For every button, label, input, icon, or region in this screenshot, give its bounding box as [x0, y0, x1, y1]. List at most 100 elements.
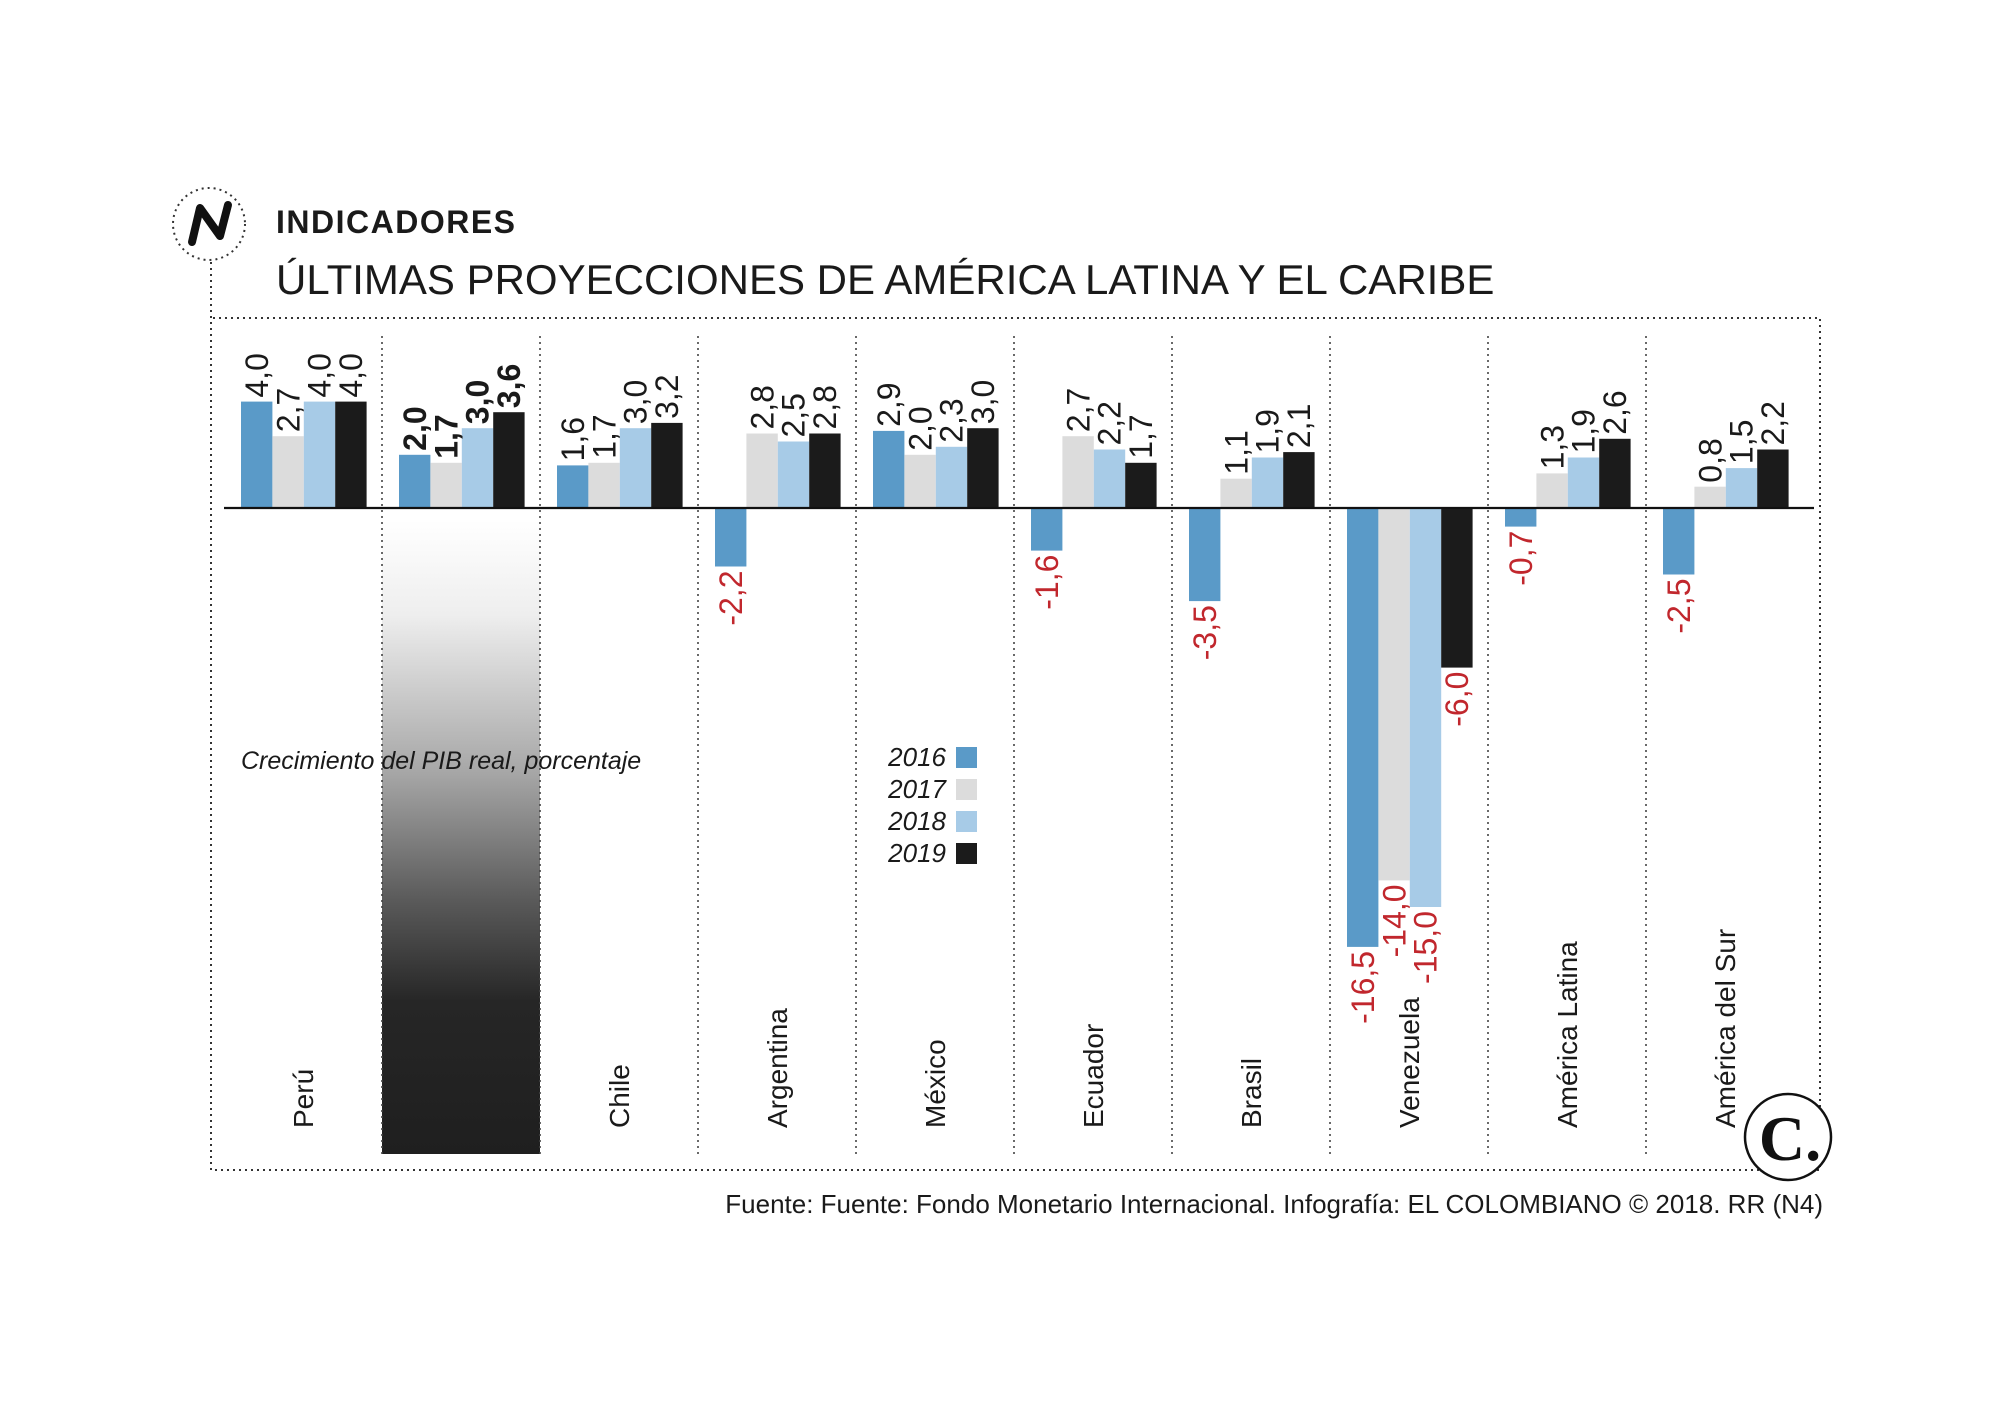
value-label-mexico-2017: 2,0 [902, 406, 938, 450]
category-label-peru: Perú [288, 1069, 319, 1128]
bar-brasil-2019 [1283, 452, 1315, 508]
logo-dotted-ring [172, 187, 246, 261]
bar-america-del-sur-2019 [1757, 449, 1789, 508]
brand-logo-letter: C. [1759, 1103, 1821, 1174]
bar-argentina-2017 [746, 433, 778, 508]
bar-argentina-2019 [809, 433, 841, 508]
value-label-venezuela-2019: -6,0 [1439, 672, 1475, 727]
source-credit: Fuente: Fuente: Fondo Monetario Internac… [725, 1189, 1823, 1219]
value-label-venezuela-2017: -14,0 [1376, 884, 1412, 957]
category-labels: Perú Chile Argentina México Ecuador Brasil Ven… [288, 929, 1741, 1128]
n-zigzag-icon [188, 201, 232, 246]
bar-venezuela-2018 [1409, 508, 1442, 907]
bar-america-del-sur-2018 [1725, 468, 1758, 508]
bar-america-latina-2016 [1505, 508, 1537, 527]
value-label-chile-2019: 3,2 [649, 374, 685, 418]
bar-ecuador-2017 [1062, 436, 1094, 508]
bar-america-del-sur-2016 [1663, 508, 1695, 575]
value-label-column-2-2018: 3,0 [460, 380, 496, 424]
value-label-peru-2016: 4,0 [239, 353, 275, 397]
bar-brasil-2017 [1220, 478, 1252, 508]
bar-mexico-2019 [967, 428, 999, 508]
bar-america-latina-2017 [1536, 473, 1568, 508]
value-label-chile-2017: 1,7 [586, 414, 622, 458]
category-label-venezuela: Venezuela [1394, 997, 1425, 1128]
bar-peru-2019 [335, 401, 367, 508]
legend-swatch-2019 [956, 843, 977, 864]
legend-label-2019: 2019 [887, 838, 946, 868]
bar-america-del-sur-2017 [1694, 486, 1726, 508]
bar-chile-2019 [651, 422, 683, 508]
bar-argentina-2018 [777, 441, 810, 508]
bar-argentina-2016 [715, 508, 747, 567]
value-label-column-2-2016: 2,0 [397, 406, 433, 450]
bar-brasil-2016 [1189, 508, 1221, 602]
bar-column-2-2019 [493, 412, 525, 508]
value-label-column-2-2017: 1,7 [428, 414, 464, 458]
category-label-argentina: Argentina [762, 1008, 793, 1128]
value-label-argentina-2019: 2,8 [807, 385, 843, 429]
value-label-mexico-2018: 2,3 [934, 398, 970, 442]
bars [241, 401, 1789, 947]
value-label-ecuador-2018: 2,2 [1092, 401, 1128, 445]
value-label-america-latina-2019: 2,6 [1597, 390, 1633, 434]
category-label-mexico: México [920, 1039, 951, 1128]
bar-ecuador-2018 [1093, 449, 1126, 508]
bar-column-2-2016 [399, 454, 431, 508]
value-label-venezuela-2016: -16,5 [1345, 951, 1381, 1024]
category-label-ecuador: Ecuador [1078, 1024, 1109, 1128]
category-label-chile: Chile [604, 1064, 635, 1128]
bar-mexico-2018 [935, 446, 968, 508]
bar-column-2-2018 [461, 428, 494, 508]
value-label-america-del-sur-2016: -2,5 [1661, 579, 1697, 634]
bar-mexico-2017 [904, 454, 936, 508]
value-label-ecuador-2019: 1,7 [1123, 414, 1159, 458]
value-label-america-latina-2018: 1,9 [1566, 409, 1602, 453]
bar-chile-2016 [557, 465, 589, 508]
value-label-america-del-sur-2018: 1,5 [1724, 420, 1760, 464]
value-label-ecuador-2017: 2,7 [1060, 388, 1096, 432]
y-axis-note: Crecimiento del PIB real, porcentaje [241, 747, 641, 775]
legend-label-2016: 2016 [887, 742, 946, 772]
value-label-peru-2017: 2,7 [270, 388, 306, 432]
value-label-brasil-2019: 2,1 [1281, 404, 1317, 448]
gradient-occlusion-overlay [382, 520, 540, 1154]
value-label-peru-2018: 4,0 [302, 353, 338, 397]
section-label: INDICADORES [276, 204, 517, 240]
legend-label-2017: 2017 [887, 774, 947, 804]
bar-america-latina-2018 [1567, 457, 1600, 508]
value-label-mexico-2016: 2,9 [871, 382, 907, 426]
value-label-argentina-2016: -2,2 [713, 571, 749, 626]
value-label-brasil-2017: 1,1 [1218, 430, 1254, 474]
bar-column-2-2017 [430, 462, 462, 508]
value-label-argentina-2018: 2,5 [776, 393, 812, 437]
bar-mexico-2016 [873, 430, 905, 508]
page-title: ÚLTIMAS PROYECCIONES DE AMÉRICA LATINA Y… [276, 256, 1494, 303]
value-label-peru-2019: 4,0 [333, 353, 369, 397]
value-label-america-del-sur-2019: 2,2 [1755, 401, 1791, 445]
value-label-brasil-2016: -3,5 [1187, 605, 1223, 660]
bar-ecuador-2019 [1125, 462, 1157, 508]
brand-logo-ring [1743, 1092, 1833, 1182]
value-label-column-2-2019: 3,6 [491, 364, 527, 408]
bar-brasil-2018 [1251, 457, 1284, 508]
category-label-america-del-sur: América del Sur [1710, 929, 1741, 1128]
bar-chile-2017 [588, 462, 620, 508]
value-label-chile-2016: 1,6 [555, 417, 591, 461]
value-label-argentina-2017: 2,8 [744, 385, 780, 429]
category-label-america-latina: América Latina [1552, 941, 1583, 1128]
column-separators [381, 336, 1647, 1154]
bar-venezuela-2017 [1378, 508, 1410, 881]
el-colombiano-logo: C. [1743, 1092, 1833, 1182]
value-label-america-latina-2017: 1,3 [1534, 425, 1570, 469]
legend-swatch-2017 [956, 779, 977, 800]
value-label-chile-2018: 3,0 [618, 380, 654, 424]
bar-venezuela-2016 [1347, 508, 1379, 947]
bar-peru-2018 [303, 401, 336, 508]
bar-ecuador-2016 [1031, 508, 1063, 551]
bar-peru-2016 [241, 401, 273, 508]
legend-swatch-2016 [956, 747, 977, 768]
legend-label-2018: 2018 [887, 806, 946, 836]
